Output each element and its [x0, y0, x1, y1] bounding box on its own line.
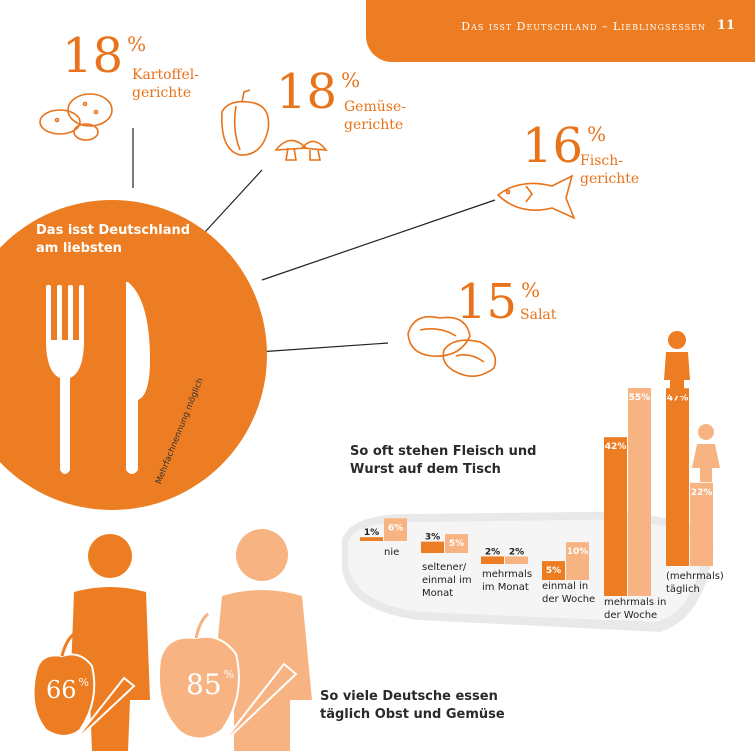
stat-salad: 15% Salat	[456, 274, 556, 330]
bar-women-1	[445, 534, 468, 553]
bar-men-2	[481, 556, 504, 564]
bar-women-3	[566, 542, 589, 580]
stat-value: 16	[522, 118, 584, 174]
bar-women-4	[628, 388, 651, 596]
stat-vegetables: 18% Gemüse- gerichte	[276, 64, 406, 133]
category-label: mehrmals im Monat	[482, 569, 533, 593]
knife-icon	[126, 282, 150, 474]
bar-men-4	[604, 437, 627, 596]
bar-value-label: 6%	[388, 523, 403, 533]
fork-icon	[46, 285, 84, 474]
pepper-icon	[221, 89, 270, 156]
man-icon	[664, 331, 690, 396]
apple-icon	[32, 653, 96, 737]
stat-unit: %	[521, 278, 541, 302]
fruit-unit: %	[78, 676, 89, 689]
stat-potato: 18% Kartoffel- gerichte	[62, 28, 199, 101]
stat-label: Kartoffel- gerichte	[132, 67, 199, 101]
bar-chart: 1% 3% 2% 5% 42% 47% 6% 5% 2% 10% 55% 22%	[360, 388, 713, 596]
bar-women-2	[505, 556, 528, 564]
potato-icon	[39, 93, 113, 141]
woman-figure	[212, 529, 312, 751]
woman-icon	[692, 424, 720, 482]
carrot-icon-woman	[219, 662, 298, 747]
stat-unit: %	[587, 122, 607, 146]
bar-men-0	[360, 537, 383, 541]
page-number: 11	[716, 18, 735, 33]
carrot-icon	[71, 676, 136, 745]
connector-lines	[132, 128, 496, 353]
fruit-unit: %	[223, 668, 235, 681]
chart-title: So oft stehen Fleisch und Wurst auf dem …	[350, 444, 537, 477]
stat-unit: %	[341, 68, 361, 92]
apple-icon-woman	[157, 635, 240, 740]
bar-value-label: 22%	[691, 488, 713, 498]
fruit-title: So viele Deutsche essen täglich Obst und…	[320, 689, 505, 722]
stat-label: Salat	[520, 307, 557, 323]
stat-unit: %	[127, 32, 147, 56]
bar-value-label: 2%	[485, 547, 500, 557]
mushroom-icon	[274, 139, 328, 161]
bar-value-label: 55%	[629, 393, 651, 403]
header-title: Das isst Deutschland – Lieblingsessen	[461, 20, 706, 33]
category-label: einmal in der Woche	[542, 581, 596, 605]
bar-value-label: 2%	[509, 547, 524, 557]
category-label: seltener/ einmal im Monat	[422, 562, 472, 599]
bar-value-label: 5%	[449, 539, 464, 549]
fruit-pct-men: 66%	[46, 676, 89, 704]
header-tab: Das isst Deutschland – Lieblingsessen 11	[366, 0, 755, 62]
stat-fish: 16% Fisch- gerichte	[522, 118, 639, 187]
category-label: nie	[384, 547, 400, 558]
plate-title: Das isst Deutschland am liebsten	[36, 223, 191, 256]
bar-women-5	[690, 482, 713, 566]
bar-women-0	[384, 518, 407, 541]
fruit-pct-women: 85%	[186, 668, 234, 701]
category-label: mehrmals in der Woche	[604, 597, 667, 621]
fruit-value: 66	[46, 676, 77, 704]
fish-icon	[496, 174, 576, 220]
stat-value: 15	[456, 274, 518, 330]
bar-men-3	[542, 561, 565, 580]
stat-value: 18	[62, 28, 124, 84]
bar-value-label: 10%	[567, 547, 589, 557]
stat-value: 18	[276, 64, 338, 120]
man-figure	[70, 534, 150, 751]
bar-value-label: 1%	[364, 528, 379, 538]
salad-icon	[407, 315, 497, 377]
bar-value-label: 42%	[605, 442, 627, 452]
bar-value-label: 3%	[425, 533, 440, 543]
fruit-value: 85	[186, 668, 222, 701]
stat-label: Fisch- gerichte	[580, 153, 640, 187]
bar-value-label: 5%	[546, 566, 561, 576]
bar-men-1	[421, 541, 444, 553]
bar-value-label: 47%	[667, 393, 689, 403]
category-label: (mehrmals) täglich	[666, 571, 724, 595]
stat-label: Gemüse- gerichte	[344, 99, 406, 133]
bar-men-5	[666, 388, 689, 566]
